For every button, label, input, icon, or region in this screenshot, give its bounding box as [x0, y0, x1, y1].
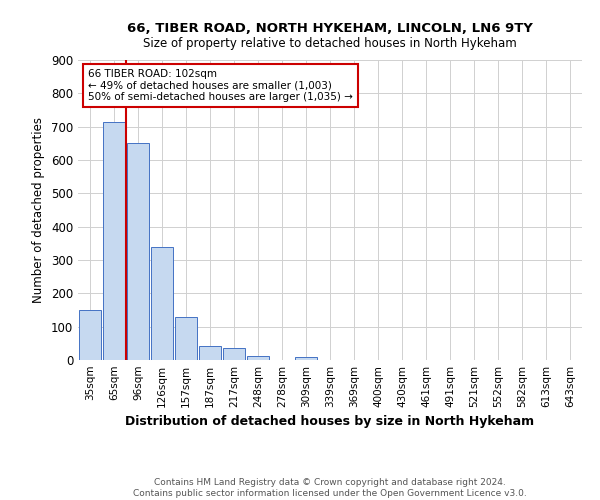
Bar [79, 310, 101, 360]
Bar [127, 144, 149, 360]
Bar [247, 356, 269, 360]
Bar [295, 358, 317, 360]
Bar [103, 122, 125, 360]
Bar [199, 346, 221, 360]
X-axis label: Distribution of detached houses by size in North Hykeham: Distribution of detached houses by size … [125, 416, 535, 428]
Text: Contains HM Land Registry data © Crown copyright and database right 2024.
Contai: Contains HM Land Registry data © Crown c… [133, 478, 527, 498]
Bar [151, 246, 173, 360]
Y-axis label: Number of detached properties: Number of detached properties [32, 117, 46, 303]
Text: 66, TIBER ROAD, NORTH HYKEHAM, LINCOLN, LN6 9TY: 66, TIBER ROAD, NORTH HYKEHAM, LINCOLN, … [127, 22, 533, 36]
Text: Size of property relative to detached houses in North Hykeham: Size of property relative to detached ho… [143, 38, 517, 51]
Bar [175, 316, 197, 360]
Text: 66 TIBER ROAD: 102sqm
← 49% of detached houses are smaller (1,003)
50% of semi-d: 66 TIBER ROAD: 102sqm ← 49% of detached … [88, 69, 353, 102]
Bar [223, 348, 245, 360]
